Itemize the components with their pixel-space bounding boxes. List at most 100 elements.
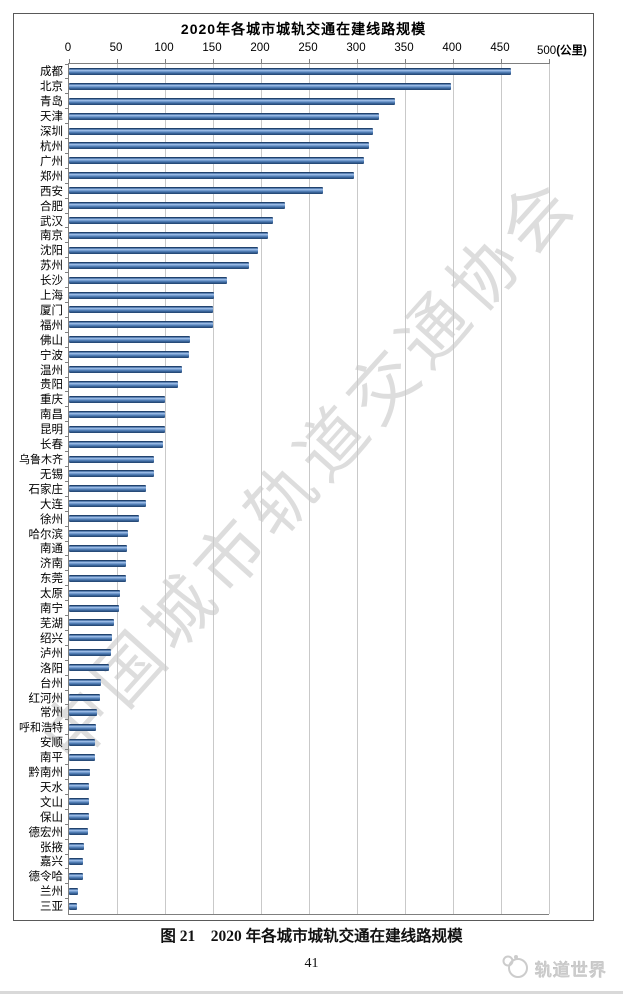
gridline	[261, 64, 262, 914]
bar	[69, 157, 364, 165]
y-axis-tick-mark	[65, 674, 69, 676]
bar	[69, 857, 84, 865]
bar	[69, 604, 119, 612]
bar	[69, 843, 85, 851]
bar-row: 大连	[40, 495, 549, 511]
y-axis-tick-mark	[65, 138, 69, 140]
bar-row: 德宏州	[29, 823, 549, 839]
y-axis-tick-mark	[65, 749, 69, 751]
bar-row: 常州	[40, 704, 549, 720]
category-label: 呼和浩特	[19, 722, 63, 735]
category-label: 文山	[40, 796, 63, 809]
y-axis-tick-mark	[65, 63, 69, 65]
category-label: 石家庄	[28, 483, 64, 496]
category-label: 长沙	[40, 275, 63, 288]
bar-row: 泸州	[40, 644, 549, 660]
y-axis-tick-mark	[65, 376, 69, 378]
y-axis-tick-mark	[65, 510, 69, 512]
y-axis-tick-mark	[65, 629, 69, 631]
x-axis-tick-label: 50	[109, 42, 123, 54]
x-axis-tick-mark	[405, 59, 406, 64]
bar-row: 芜湖	[40, 615, 549, 631]
chart-frame: 2020年各城市城轨交通在建线路规模 0 50 100 150 200 250 300 350…	[13, 13, 594, 921]
y-axis-tick-mark	[65, 883, 69, 885]
category-label: 天水	[40, 781, 63, 794]
category-label: 宁波	[40, 349, 63, 362]
y-axis-tick-mark	[65, 391, 69, 393]
bar	[69, 559, 126, 567]
bottom-edge-strip	[0, 991, 623, 994]
y-axis-tick-mark	[65, 764, 69, 766]
category-label: 台州	[40, 677, 63, 690]
brand-watermark-label: 轨道世界	[535, 961, 607, 980]
bar	[69, 738, 95, 746]
bar-row: 福州	[40, 316, 549, 332]
y-axis-tick-mark	[65, 495, 69, 497]
bar	[69, 798, 90, 806]
bar-row: 沈阳	[40, 242, 549, 258]
x-axis-tick-label: 450	[490, 42, 510, 54]
bar-row: 黔南州	[29, 764, 549, 780]
bar-row: 昆明	[40, 421, 549, 437]
category-label: 东莞	[40, 573, 63, 586]
category-label: 郑州	[40, 170, 63, 183]
bar	[69, 246, 259, 254]
bar-row: 南京	[40, 227, 549, 243]
y-axis-tick-mark	[65, 287, 69, 289]
bar	[69, 679, 101, 687]
category-label: 张掖	[40, 841, 63, 854]
bar	[69, 902, 77, 910]
bar-row: 长春	[40, 436, 549, 452]
bar-row: 呼和浩特	[19, 719, 549, 735]
y-axis-tick-mark	[65, 78, 69, 80]
bar-row: 成都	[40, 63, 549, 79]
x-axis-tick-mark	[69, 59, 70, 64]
figure-caption: 图 21 2020 年各城市城轨交通在建线路规模	[160, 928, 463, 945]
y-axis-tick-mark	[65, 316, 69, 318]
chart-title: 2020年各城市城轨交通在建线路规模	[180, 21, 427, 37]
category-label: 徐州	[40, 513, 63, 526]
rail-world-logo-icon	[500, 953, 530, 984]
category-label: 沈阳	[40, 245, 63, 258]
category-label: 洛阳	[40, 662, 63, 675]
y-axis-tick-mark	[65, 853, 69, 855]
bar	[69, 217, 273, 225]
bar	[69, 619, 115, 627]
x-axis-tick-label: 400	[442, 42, 462, 54]
y-axis-tick-mark	[65, 898, 69, 900]
category-label: 泸州	[40, 647, 63, 660]
x-axis-tick-label: 150	[202, 42, 222, 54]
x-axis-tick-label: 100	[154, 42, 174, 54]
category-label: 嘉兴	[40, 856, 63, 869]
bar	[69, 112, 380, 120]
gridline	[213, 64, 214, 914]
y-axis-tick-mark	[65, 719, 69, 721]
x-axis-tick-mark	[213, 59, 214, 64]
category-label: 武汉	[40, 215, 63, 228]
x-axis-tick-label: 300	[346, 42, 366, 54]
y-axis-tick-mark	[65, 123, 69, 125]
category-label: 大连	[40, 498, 63, 511]
y-axis-tick-mark	[65, 540, 69, 542]
category-label: 无锡	[40, 468, 63, 481]
bar	[69, 574, 126, 582]
x-axis-tick-mark	[165, 59, 166, 64]
category-label: 常州	[40, 707, 63, 720]
y-axis-tick-mark	[65, 779, 69, 780]
bar	[69, 276, 228, 284]
bar-row: 贵阳	[40, 376, 549, 392]
bar-row: 东莞	[40, 570, 549, 586]
category-label: 长春	[40, 439, 63, 452]
category-label: 安顺	[40, 737, 63, 750]
category-label: 天津	[40, 111, 63, 124]
y-axis-tick-mark	[65, 167, 69, 169]
bar	[69, 261, 249, 269]
bar-row: 文山	[40, 793, 549, 809]
bar	[69, 231, 268, 239]
y-axis-tick-mark	[65, 242, 69, 244]
category-label: 南平	[40, 752, 63, 765]
y-axis-tick-mark	[65, 421, 69, 423]
y-axis-tick-mark	[65, 302, 69, 303]
gridline	[549, 64, 550, 914]
bar-row: 合肥	[40, 197, 549, 213]
